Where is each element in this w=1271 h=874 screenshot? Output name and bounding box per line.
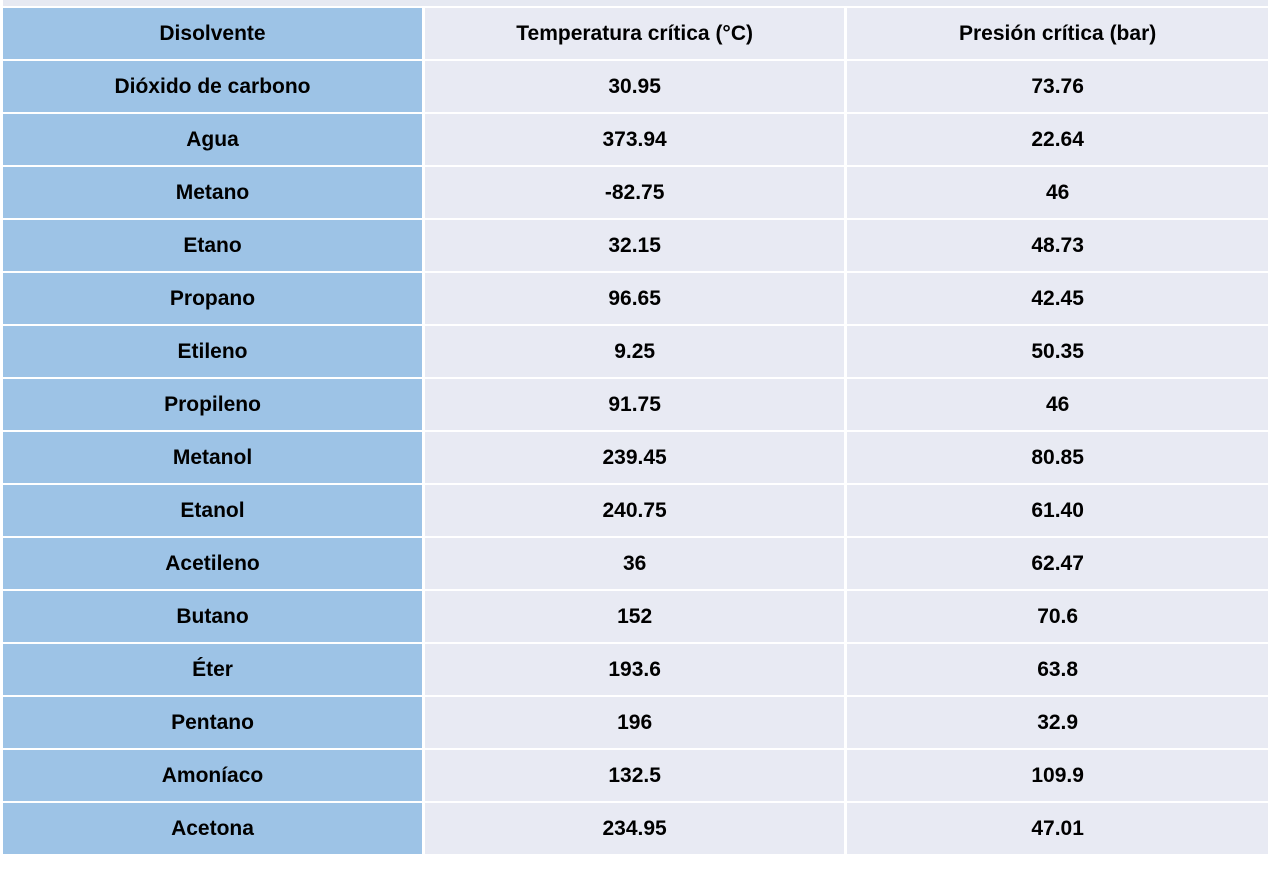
critical-temperature-cell: 32.15 (423, 219, 848, 273)
critical-pressure-cell: 62.47 (845, 537, 1268, 591)
critical-temperature-cell: 373.94 (423, 113, 848, 167)
solvent-cell: Éter (3, 643, 425, 697)
critical-pressure-cell: 46 (845, 166, 1268, 220)
critical-properties-table: Disolvente Temperatura crítica (°C) Pres… (3, 8, 1268, 856)
header-row: Disolvente Temperatura crítica (°C) Pres… (3, 8, 1268, 61)
critical-temperature-cell: 96.65 (423, 272, 848, 326)
critical-pressure-cell: 63.8 (845, 643, 1268, 697)
solvent-cell: Acetona (3, 802, 425, 856)
critical-temperature-cell: 152 (423, 590, 848, 644)
critical-temperature-cell: 193.6 (423, 643, 848, 697)
table-row: Acetona 234.95 47.01 (3, 802, 1268, 856)
critical-temperature-cell: 91.75 (423, 378, 848, 432)
critical-pressure-cell: 61.40 (845, 484, 1268, 538)
solvent-cell: Dióxido de carbono (3, 60, 425, 114)
solvent-cell: Etanol (3, 484, 425, 538)
header-critical-temperature: Temperatura crítica (°C) (423, 8, 848, 61)
critical-pressure-cell: 46 (845, 378, 1268, 432)
critical-pressure-cell: 70.6 (845, 590, 1268, 644)
critical-pressure-cell: 47.01 (845, 802, 1268, 856)
critical-pressure-cell: 32.9 (845, 696, 1268, 750)
critical-temperature-cell: 30.95 (423, 60, 848, 114)
table-row: Etileno 9.25 50.35 (3, 325, 1268, 379)
table-row: Metano -82.75 46 (3, 166, 1268, 220)
solvent-cell: Metanol (3, 431, 425, 485)
table-row: Dióxido de carbono 30.95 73.76 (3, 60, 1268, 114)
solvent-cell: Etileno (3, 325, 425, 379)
critical-temperature-cell: 36 (423, 537, 848, 591)
table-row: Etano 32.15 48.73 (3, 219, 1268, 273)
critical-temperature-cell: 240.75 (423, 484, 848, 538)
critical-temperature-cell: 9.25 (423, 325, 848, 379)
solvent-cell: Pentano (3, 696, 425, 750)
solvent-cell: Acetileno (3, 537, 425, 591)
solvent-cell: Metano (3, 166, 425, 220)
solvent-cell: Butano (3, 590, 425, 644)
table-row: Amoníaco 132.5 109.9 (3, 749, 1268, 803)
critical-pressure-cell: 22.64 (845, 113, 1268, 167)
critical-temperature-cell: -82.75 (423, 166, 848, 220)
solvent-cell: Etano (3, 219, 425, 273)
solvent-cell: Propileno (3, 378, 425, 432)
critical-pressure-cell: 50.35 (845, 325, 1268, 379)
table-row: Agua 373.94 22.64 (3, 113, 1268, 167)
table-row: Etanol 240.75 61.40 (3, 484, 1268, 538)
critical-temperature-cell: 234.95 (423, 802, 848, 856)
table-row: Acetileno 36 62.47 (3, 537, 1268, 591)
header-solvent: Disolvente (3, 8, 425, 61)
critical-pressure-cell: 48.73 (845, 219, 1268, 273)
header-critical-pressure: Presión crítica (bar) (845, 8, 1268, 61)
solvent-cell: Amoníaco (3, 749, 425, 803)
table-row: Metanol 239.45 80.85 (3, 431, 1268, 485)
critical-pressure-cell: 73.76 (845, 60, 1268, 114)
table-row: Propano 96.65 42.45 (3, 272, 1268, 326)
critical-pressure-cell: 42.45 (845, 272, 1268, 326)
top-strip (3, 0, 1268, 6)
solvent-cell: Agua (3, 113, 425, 167)
critical-temperature-cell: 196 (423, 696, 848, 750)
critical-temperature-cell: 132.5 (423, 749, 848, 803)
critical-pressure-cell: 80.85 (845, 431, 1268, 485)
critical-pressure-cell: 109.9 (845, 749, 1268, 803)
table-header: Disolvente Temperatura crítica (°C) Pres… (3, 8, 1268, 61)
table-row: Propileno 91.75 46 (3, 378, 1268, 432)
table-row: Pentano 196 32.9 (3, 696, 1268, 750)
critical-temperature-cell: 239.45 (423, 431, 848, 485)
table-row: Butano 152 70.6 (3, 590, 1268, 644)
solvent-cell: Propano (3, 272, 425, 326)
table-row: Éter 193.6 63.8 (3, 643, 1268, 697)
table-body: Dióxido de carbono 30.95 73.76 Agua 373.94 22… (3, 60, 1268, 856)
